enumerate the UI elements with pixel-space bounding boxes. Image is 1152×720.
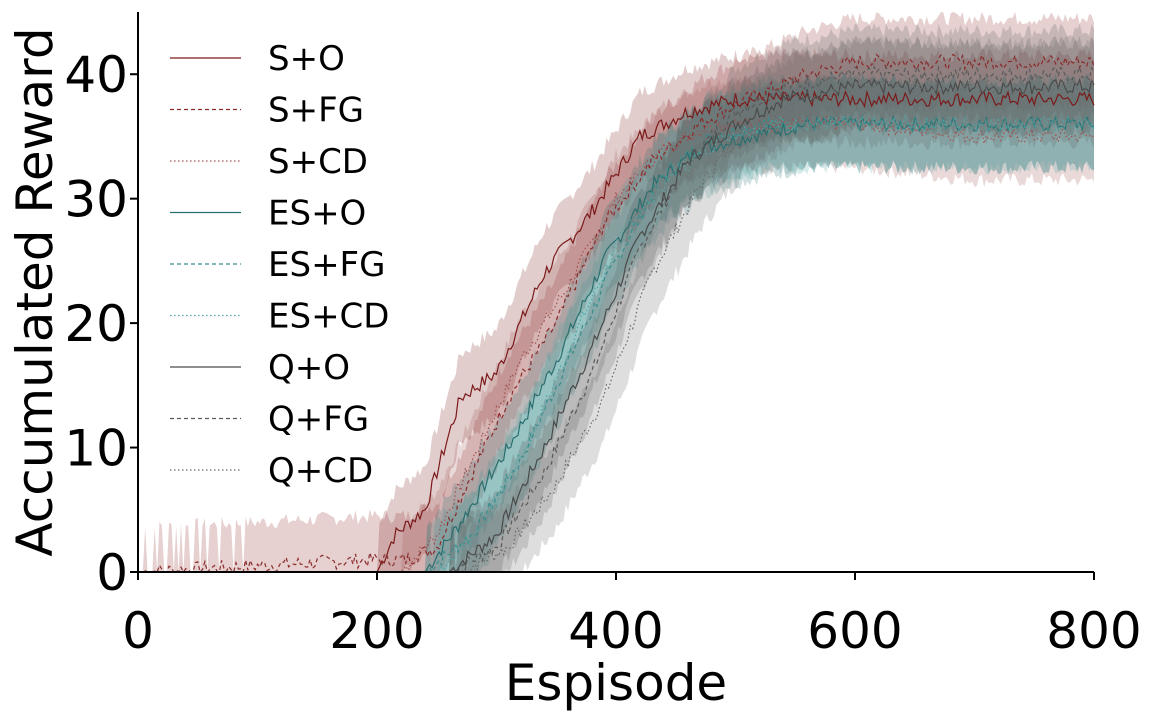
band-es-o [138, 73, 1094, 572]
y-tick-label: 10 [64, 420, 128, 478]
band-s-o [138, 48, 1094, 572]
legend-label: ES+CD [268, 297, 389, 337]
x-tick-label: 0 [122, 602, 154, 660]
legend-label: Q+FG [268, 400, 369, 440]
legend: S+O S+FG S+CD ES+O ES+FG ES+CD Q+O Q+FG Q+CD [170, 39, 389, 491]
series-line-es-cd [138, 114, 1095, 573]
legend-label: S+FG [268, 91, 364, 131]
legend-label: Q+O [268, 348, 350, 388]
legend-label: ES+FG [268, 245, 385, 285]
y-axis-title: Accumulated Reward [6, 27, 64, 556]
band-q-cd [138, 35, 1094, 573]
band-q-o [138, 35, 1094, 573]
y-tick-label: 20 [64, 295, 128, 353]
legend-label: ES+O [268, 194, 366, 234]
band-q-fg [138, 23, 1094, 573]
band-es-cd [138, 73, 1094, 572]
y-tick-label: 40 [64, 46, 128, 104]
y-tick-label: 0 [96, 544, 128, 602]
x-tick-label: 600 [807, 602, 902, 660]
legend-label: Q+CD [268, 451, 373, 491]
series-line-s-fg [137, 53, 1095, 574]
x-tick-label: 400 [568, 602, 663, 660]
x-tick-label: 200 [329, 602, 424, 660]
band-s-cd [138, 73, 1094, 572]
legend-label: S+CD [268, 142, 368, 182]
y-ticks: 0 10 20 30 40 [64, 46, 138, 602]
legend-label: S+O [268, 39, 345, 79]
x-ticks: 0 200 400 600 800 [122, 572, 1142, 660]
band-s-fg [138, 12, 1094, 572]
y-tick-label: 30 [64, 171, 128, 229]
x-tick-label: 800 [1046, 602, 1141, 660]
variability-bands [138, 12, 1094, 573]
band-es-fg [138, 73, 1094, 572]
x-axis-title: Espisode [505, 654, 727, 712]
